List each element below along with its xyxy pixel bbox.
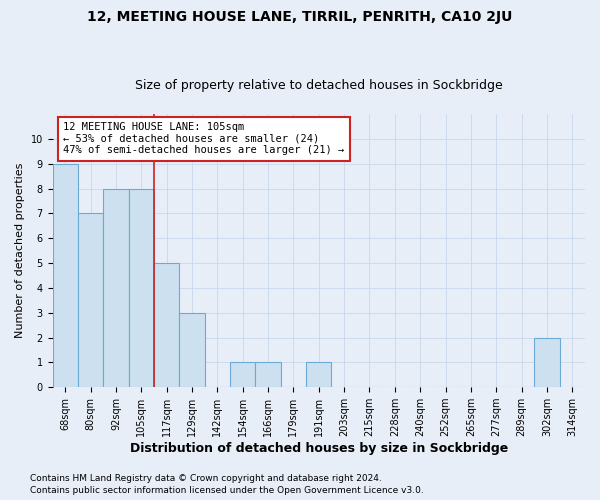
Bar	[306, 362, 331, 387]
Text: Contains HM Land Registry data © Crown copyright and database right 2024.
Contai: Contains HM Land Registry data © Crown c…	[30, 474, 424, 495]
Bar	[128, 188, 154, 387]
Title: Size of property relative to detached houses in Sockbridge: Size of property relative to detached ho…	[135, 79, 503, 92]
Bar	[256, 362, 281, 387]
Bar	[154, 263, 179, 387]
Y-axis label: Number of detached properties: Number of detached properties	[15, 163, 25, 338]
Bar	[78, 214, 103, 387]
Bar	[534, 338, 560, 387]
Bar	[53, 164, 78, 387]
Bar	[179, 312, 205, 387]
Text: 12 MEETING HOUSE LANE: 105sqm
← 53% of detached houses are smaller (24)
47% of s: 12 MEETING HOUSE LANE: 105sqm ← 53% of d…	[63, 122, 344, 156]
Text: 12, MEETING HOUSE LANE, TIRRIL, PENRITH, CA10 2JU: 12, MEETING HOUSE LANE, TIRRIL, PENRITH,…	[88, 10, 512, 24]
X-axis label: Distribution of detached houses by size in Sockbridge: Distribution of detached houses by size …	[130, 442, 508, 455]
Bar	[103, 188, 128, 387]
Bar	[230, 362, 256, 387]
